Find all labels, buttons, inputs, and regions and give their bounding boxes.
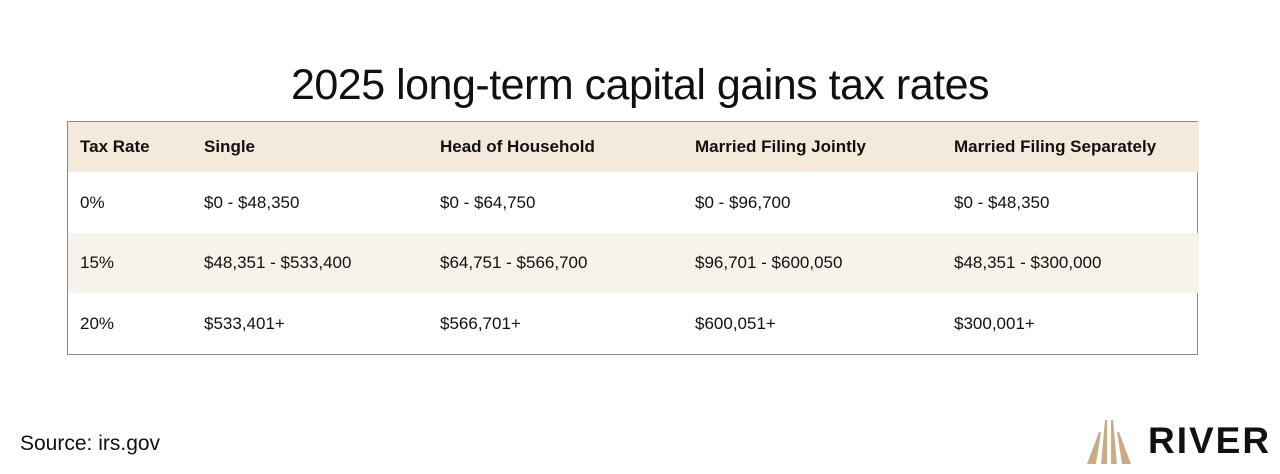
header-married-filing-jointly: Married Filing Jointly [695,137,866,156]
table-row: 15% $48,351 - $533,400 $64,751 - $566,70… [68,233,1199,293]
cell-single: $533,401+ [204,313,285,333]
header-head-of-household: Head of Household [440,137,595,156]
page-title: 2025 long-term capital gains tax rates [290,60,990,109]
brand-name: RIVER [1148,420,1272,461]
header-tax-rate: Tax Rate [80,137,150,156]
cell-married-filing-separately: $0 - $48,350 [954,192,1050,212]
tax-rates-table: Tax Rate Single Head of Household Marrie… [67,121,1199,355]
cell-single: $0 - $48,350 [204,192,300,212]
header-single: Single [204,137,256,156]
table-row: 0% $0 - $48,350 $0 - $64,750 $0 - $96,70… [68,172,1199,233]
cell-married-filing-jointly: $0 - $96,700 [695,192,791,212]
cell-head-of-household: $0 - $64,750 [440,192,536,212]
cell-tax-rate: 15% [80,253,115,272]
table-row: 20% $533,401+ $566,701+ $600,051+ $300,0… [68,293,1199,354]
cell-tax-rate: 20% [80,313,115,333]
cell-single: $48,351 - $533,400 [204,253,352,272]
tax-table: Tax Rate Single Head of Household Marrie… [68,122,1199,354]
header-married-filing-separately: Married Filing Separately [954,137,1157,156]
cell-married-filing-separately: $48,351 - $300,000 [954,253,1102,272]
cell-married-filing-jointly: $600,051+ [695,313,776,333]
cell-married-filing-separately: $300,001+ [954,313,1035,333]
cell-head-of-household: $566,701+ [440,313,521,333]
source-note: Source: irs.gov [20,432,161,455]
cell-married-filing-jointly: $96,701 - $600,050 [695,253,843,272]
river-logo: RIVER [1086,418,1271,464]
cell-head-of-household: $64,751 - $566,700 [440,253,588,272]
cell-tax-rate: 0% [80,192,105,212]
river-road-icon [1087,420,1131,464]
table-header-row: Tax Rate Single Head of Household Marrie… [68,122,1199,172]
